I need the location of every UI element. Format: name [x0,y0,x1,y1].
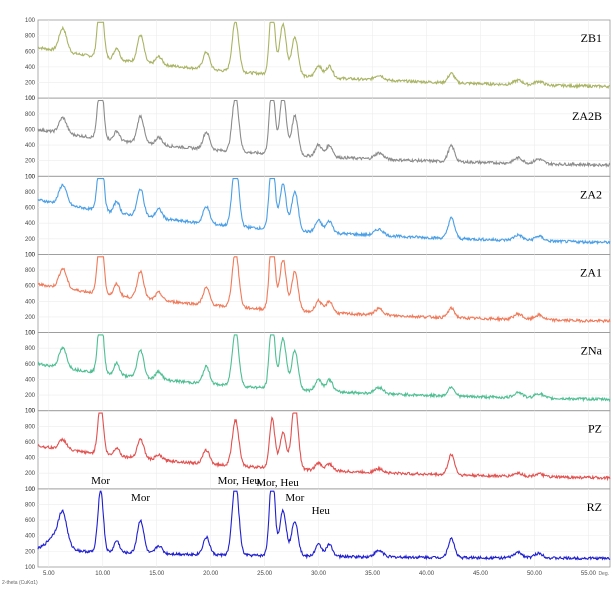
y-tick-label: 100 [25,96,36,102]
peak-annotation: Mor, Heu [218,475,261,487]
series-line-PZ [37,412,611,482]
series-label: ZB1 [581,31,602,45]
y-tick-label: 200 [25,393,36,399]
y-tick-label: 800 [25,424,36,430]
y-tick-label: 600 [25,440,36,446]
panel-frame [37,175,611,255]
x-tick-label: 50.00 [527,571,543,577]
y-tick-label: 600 [25,49,36,55]
panel-frame [37,488,611,568]
y-tick-label: 600 [25,518,36,524]
series-label: ZNa [581,344,603,358]
y-tick-label: 800 [25,346,36,352]
peak-annotation: Mor [91,475,110,487]
series-line-ZNa [37,334,611,403]
x-tick-label: 25.00 [257,571,273,577]
y-tick-label: 800 [25,190,36,196]
x-tick-label: 35.00 [365,571,381,577]
y-tick-label: 100 [25,331,36,337]
y-tick-label: 800 [25,502,36,508]
series-line-ZA2B [37,99,611,169]
panel-frame [37,332,611,412]
peak-annotation: Mor [285,492,304,504]
y-tick-label: 600 [25,284,36,290]
series-label: ZA2B [572,109,602,123]
series-line-ZB1 [37,21,611,90]
x-corner-label: Deg. [598,571,609,577]
y-tick-label: 100 [25,18,36,24]
y-tick-label: 200 [25,549,36,555]
panel-frame [37,254,611,333]
y-tick-label: 100 [25,409,36,415]
panel-frame [37,410,611,490]
y-tick-label: 200 [25,159,36,165]
x-tick-label: 30.00 [311,571,327,577]
series-line-ZA2 [37,178,611,246]
y-tick-label: 400 [25,143,36,149]
series-line-ZA1 [37,256,611,324]
y-tick-label: 600 [25,127,36,133]
series-label: RZ [587,500,602,514]
peak-annotation: Mor [131,492,150,504]
y-tick-label: 400 [25,534,36,540]
x-tick-label: 10.00 [95,571,111,577]
series-line-RZ [37,490,611,561]
x-tick-label: 5.00 [43,571,55,577]
y-tick-label: 400 [25,456,36,462]
y-tick-label: 200 [25,237,36,243]
y-tick-label: 400 [25,65,36,71]
y-tick-label: 100 [25,174,36,180]
y-tick-label: 200 [25,81,36,87]
panel-frame [37,19,611,99]
series-label: PZ [588,422,602,436]
y-tick-label: 100 [25,487,36,493]
y-tick-label: 100 [25,487,36,493]
y-tick-label: 100 [25,252,36,258]
series-label: ZA2 [580,187,602,201]
y-tick-label: 800 [25,34,36,40]
y-tick-label: 800 [25,268,36,274]
y-tick-label: 600 [25,206,36,212]
y-tick-label: 100 [25,174,36,180]
y-tick-label: 600 [25,362,36,368]
y-tick-label: 400 [25,299,36,305]
panel-frame [37,97,611,177]
peak-annotation: Heu [312,505,331,517]
y-tick-label: 800 [25,112,36,118]
series-label: ZA1 [580,265,602,279]
x-tick-label: 45.00 [473,571,489,577]
y-tick-label: 100 [25,409,36,415]
x-tick-label: 40.00 [419,571,435,577]
x-tick-label: 15.00 [149,571,165,577]
y-tick-label: 100 [25,96,36,102]
y-tick-label: 100 [25,331,36,337]
y-tick-label: 200 [25,315,36,321]
x-tick-label: 55.00 [581,571,597,577]
x-footer-label: 2-theta (CuKα1) [2,580,38,586]
y-tick-label: 200 [25,471,36,477]
y-tick-label: 400 [25,221,36,227]
peak-annotation: Mor, Heu [256,477,299,489]
y-tick-label: 100 [25,252,36,258]
y-tick-label: 400 [25,377,36,383]
y-tick-label: 100 [25,565,36,571]
x-tick-label: 20.00 [203,571,219,577]
